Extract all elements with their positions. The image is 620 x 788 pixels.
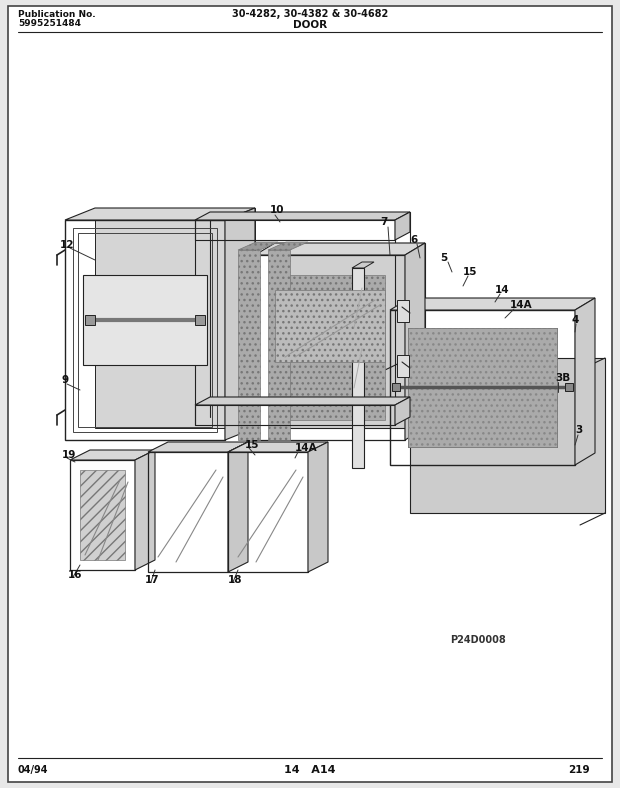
Bar [397,300,409,322]
Polygon shape [268,250,290,440]
Text: 14: 14 [495,285,510,295]
Polygon shape [268,242,308,250]
Text: 6: 6 [410,235,417,245]
Polygon shape [95,208,255,428]
Polygon shape [405,243,425,440]
Text: 14   A14: 14 A14 [284,765,336,775]
Text: 15: 15 [245,440,260,450]
Polygon shape [70,450,155,460]
Polygon shape [228,442,248,572]
Polygon shape [275,275,385,420]
Text: 16: 16 [68,570,82,580]
Text: 5995251484: 5995251484 [18,18,81,28]
Polygon shape [575,298,595,465]
Text: 5: 5 [440,253,447,263]
Polygon shape [65,208,255,220]
Text: 04/94: 04/94 [18,765,48,775]
Text: Publication No.: Publication No. [18,9,95,18]
Polygon shape [352,262,374,268]
Text: 18: 18 [228,575,242,585]
Bar [392,383,400,391]
Polygon shape [238,242,278,250]
Text: 10: 10 [270,205,285,215]
Polygon shape [225,208,255,440]
Text: P24D0008: P24D0008 [450,635,506,645]
Text: DOOR: DOOR [293,20,327,30]
Polygon shape [410,358,605,513]
Polygon shape [390,298,595,310]
Text: 30-4282, 30-4382 & 30-4682: 30-4282, 30-4382 & 30-4682 [232,9,388,19]
Bar [85,315,95,325]
Polygon shape [275,290,385,362]
Polygon shape [395,397,410,425]
Bar [397,355,409,377]
Polygon shape [135,450,155,570]
Polygon shape [195,397,410,405]
Polygon shape [408,328,557,447]
Polygon shape [275,243,425,428]
Text: 7: 7 [380,217,388,227]
Polygon shape [408,328,557,447]
Text: 3: 3 [575,425,582,435]
Bar [565,383,573,391]
Text: 12: 12 [60,240,74,250]
Text: 4: 4 [572,315,579,325]
Text: 14A: 14A [295,443,317,453]
Bar [83,275,207,365]
Text: 14A: 14A [510,300,533,310]
Polygon shape [148,442,248,452]
Polygon shape [80,470,125,560]
Bar [195,315,205,325]
Text: 17: 17 [145,575,159,585]
Text: 19: 19 [62,450,76,460]
Polygon shape [308,442,328,572]
Polygon shape [352,268,364,468]
Polygon shape [238,250,260,440]
Text: 9: 9 [62,375,69,385]
Polygon shape [255,243,425,255]
Text: 3B: 3B [555,373,570,383]
Polygon shape [228,442,328,452]
Text: 15: 15 [463,267,477,277]
Polygon shape [395,212,410,240]
Polygon shape [195,212,410,220]
Text: 219: 219 [569,765,590,775]
